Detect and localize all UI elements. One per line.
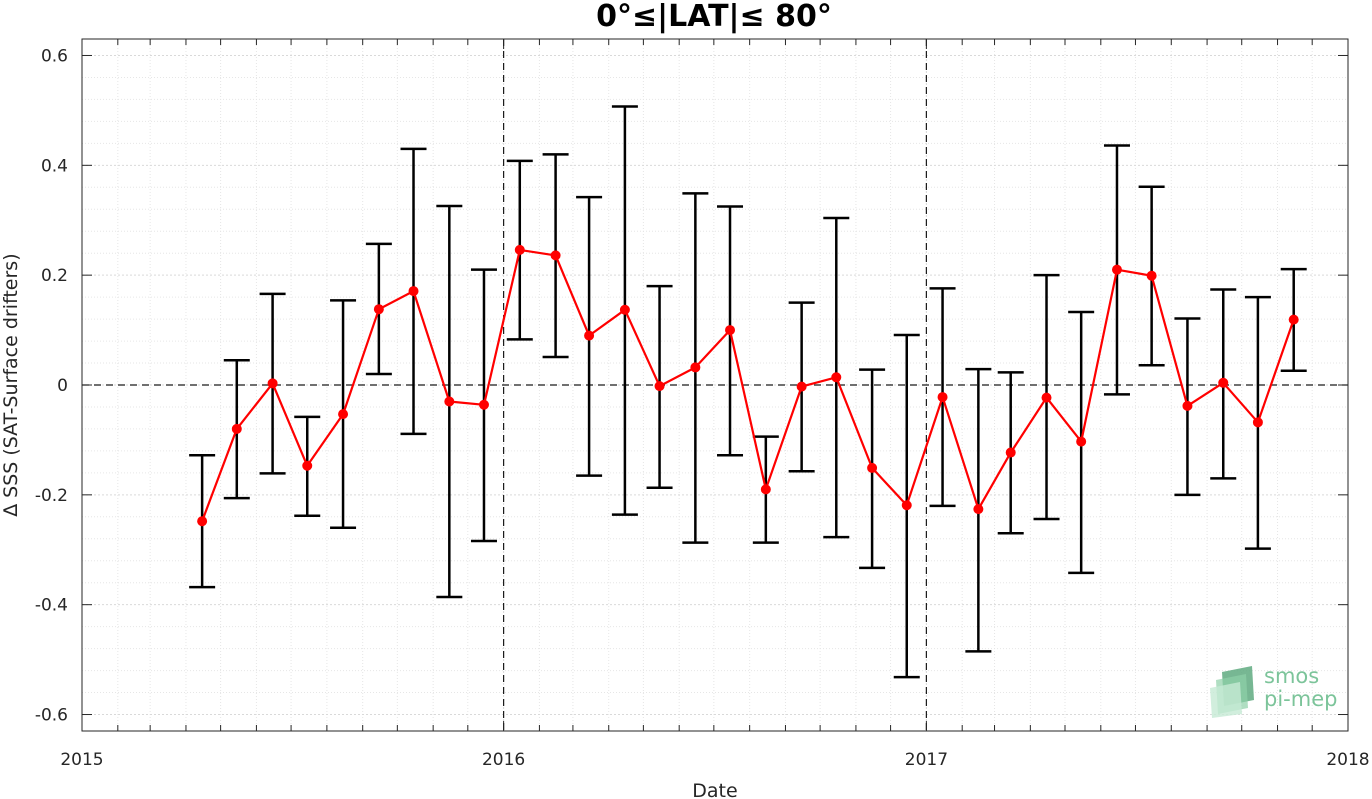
data-point <box>1182 400 1193 411</box>
data-point <box>444 396 455 407</box>
data-point <box>973 504 984 515</box>
data-point <box>1005 447 1016 458</box>
logo-text-line2: pi-mep <box>1264 687 1337 711</box>
data-point <box>1076 436 1087 447</box>
data-point <box>1218 377 1229 388</box>
data-point <box>796 381 807 392</box>
logo-text-line1: smos <box>1264 664 1319 688</box>
data-point <box>408 286 419 297</box>
data-point <box>1252 417 1263 428</box>
chart-title: 0°≤|LAT|≤ 80° <box>596 0 832 34</box>
data-point <box>654 381 665 392</box>
logo-mark-icon <box>1210 666 1254 718</box>
data-point <box>1288 314 1299 325</box>
axis-ticks <box>81 39 1349 731</box>
series-line <box>201 248 1295 522</box>
y-tick-label: 0.4 <box>41 156 68 176</box>
data-point <box>302 460 313 471</box>
error-bars <box>189 105 1307 679</box>
data-point <box>937 392 948 403</box>
data-point <box>1146 270 1157 281</box>
data-point <box>725 325 736 336</box>
y-axis-label: ∆ SSS (SAT-Surface drifters) <box>0 253 22 517</box>
data-point <box>867 462 878 473</box>
x-tick-label: 2016 <box>482 750 525 770</box>
data-point <box>197 516 208 527</box>
x-tick-label: 2018 <box>1326 750 1369 770</box>
smos-pi-mep-logo: smos pi-mep <box>1210 664 1337 718</box>
data-point <box>584 330 595 341</box>
data-point <box>514 244 525 255</box>
data-point <box>760 484 771 495</box>
data-points <box>197 244 1299 527</box>
series-line-group <box>201 248 1295 522</box>
data-point <box>267 378 278 389</box>
x-tick-label: 2017 <box>905 750 948 770</box>
y-tick-label: -0.4 <box>35 596 68 616</box>
x-tick-label: 2015 <box>60 750 103 770</box>
data-point <box>550 250 561 261</box>
data-point <box>901 500 912 511</box>
data-point <box>373 304 384 315</box>
y-tick-label: -0.2 <box>35 486 68 506</box>
y-tick-label: 0 <box>57 376 68 396</box>
data-point <box>1111 264 1122 275</box>
minor-grid <box>82 39 1348 731</box>
data-point <box>338 409 349 420</box>
y-tick-label: -0.6 <box>35 706 68 726</box>
data-point <box>1041 392 1052 403</box>
tick-labels: -0.6 -0.4 -0.2 0 0.2 0.4 0.6 2015 2016 2017 2018 <box>35 46 1370 770</box>
y-tick-label: 0.6 <box>41 46 68 66</box>
data-point <box>478 399 489 410</box>
y-tick-label: 0.2 <box>41 266 68 286</box>
x-axis-label: Date <box>692 780 737 799</box>
data-point <box>831 372 842 383</box>
reference-lines <box>82 39 1348 731</box>
data-point <box>231 423 242 434</box>
data-point <box>619 304 630 315</box>
data-point <box>690 362 701 373</box>
